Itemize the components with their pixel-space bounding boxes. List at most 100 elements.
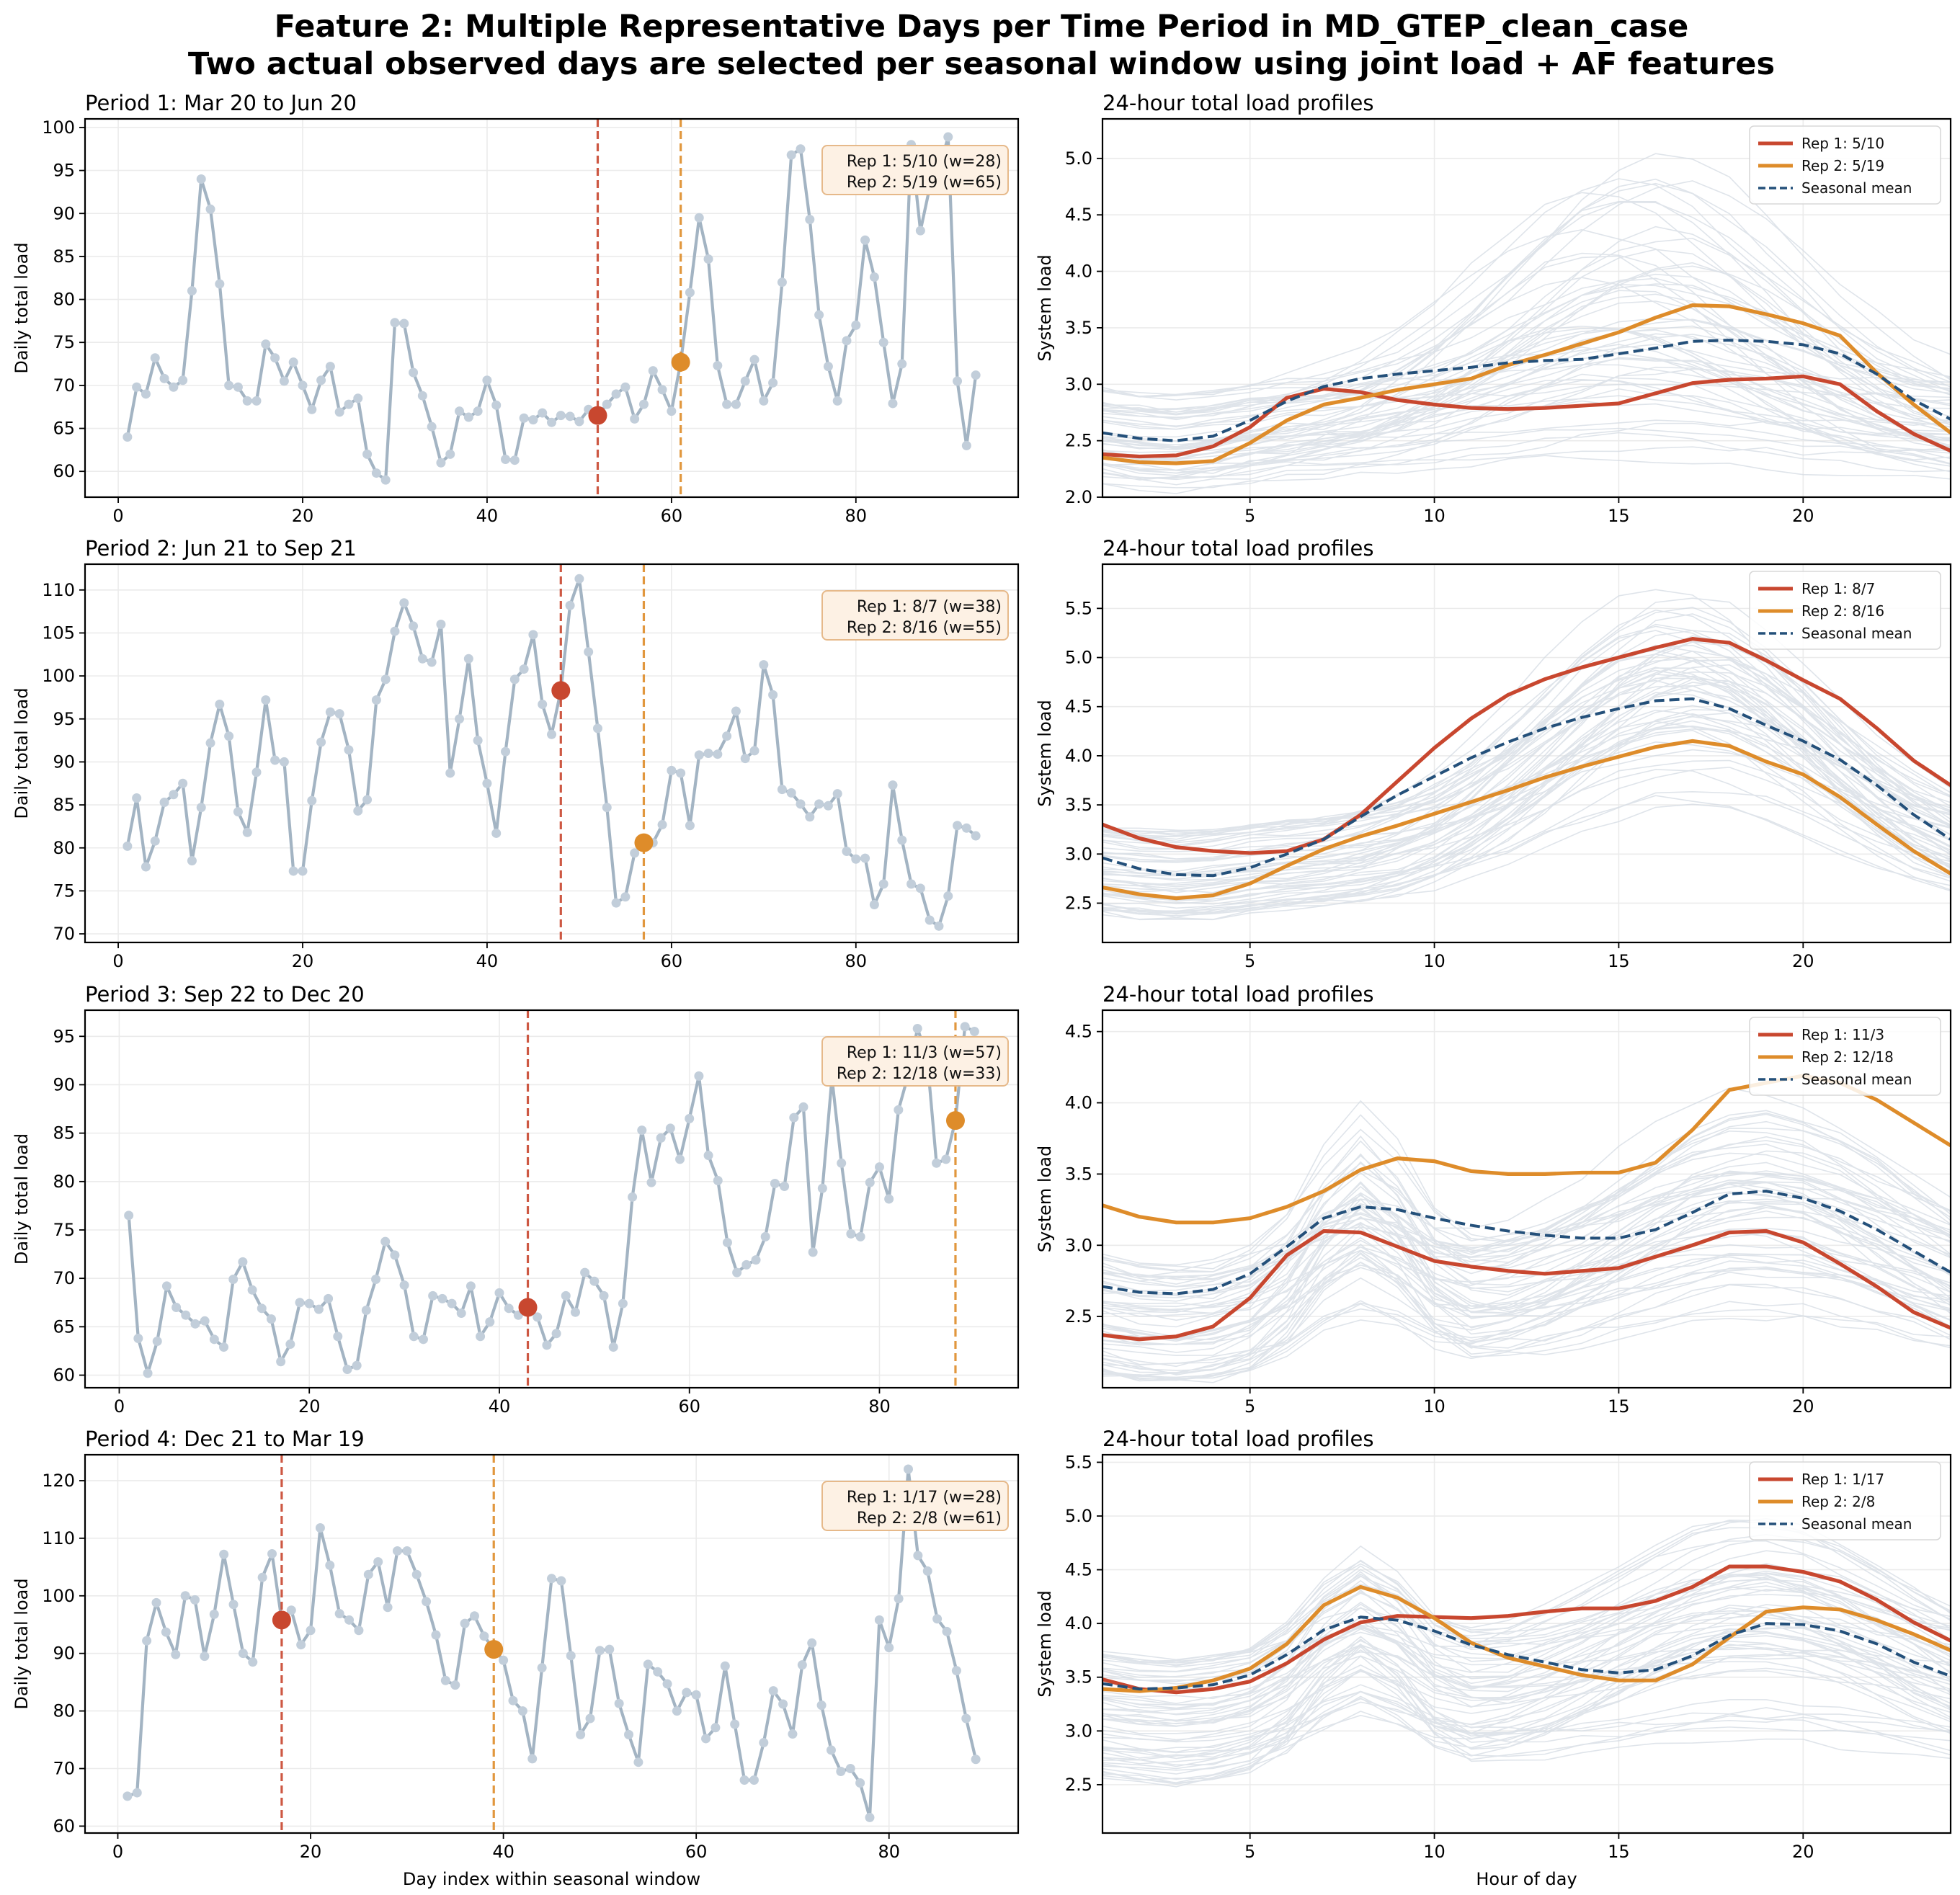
daily-load-point [823, 362, 833, 372]
y-tick-label: 3.0 [1065, 844, 1092, 864]
rep1-profile-line [1102, 1229, 1951, 1342]
background-profile-line [1102, 650, 1951, 848]
daily-load-point [242, 396, 252, 406]
daily-load-point [409, 1332, 419, 1342]
daily-load-point [528, 415, 538, 425]
daily-load-point [710, 1723, 721, 1733]
daily-load-point [248, 1657, 258, 1667]
daily-load-point [592, 723, 602, 734]
legend-label-mean: Seasonal mean [1801, 1515, 1912, 1533]
background-profiles [1102, 1517, 1951, 1788]
plot-area [122, 119, 981, 497]
daily-load-point [574, 416, 584, 427]
background-profile-line [1102, 741, 1951, 863]
daily-load-point [942, 1626, 952, 1636]
daily-load-point [501, 746, 511, 757]
y-tick-label: 4.0 [1065, 746, 1092, 766]
panel-title: Period 1: Mar 20 to Jun 20 [85, 91, 357, 115]
annotation-box [821, 590, 1009, 641]
daily-load-point [624, 1729, 634, 1739]
y-tick-label: 100 [42, 1586, 75, 1606]
daily-load-point [602, 399, 612, 409]
daily-load-point [732, 1267, 742, 1278]
daily-load-point [915, 226, 925, 236]
daily-load-point [826, 1745, 836, 1755]
x-axis-label: Day index within seasonal window [403, 1869, 700, 1889]
daily-load-point [912, 1024, 922, 1034]
daily-load-point [814, 310, 824, 320]
daily-load-point [200, 1651, 210, 1662]
background-profile-line [1102, 678, 1951, 913]
daily-load-point [788, 1729, 798, 1739]
rep1-profile-line [1102, 1564, 1951, 1695]
x-axis-label: Hour of day [1476, 1869, 1577, 1889]
y-tick-label: 5.0 [1065, 148, 1092, 169]
background-profile-line [1102, 1136, 1951, 1279]
y-tick-label: 5.0 [1065, 648, 1092, 668]
daily-load-point [628, 1192, 638, 1202]
legend-label-rep2: Rep 2: 2/8 [1801, 1493, 1875, 1510]
background-profile-line [1102, 759, 1951, 874]
daily-load-point [445, 449, 455, 459]
daily-load-point [151, 1597, 161, 1608]
y-tick-label: 90 [53, 1074, 75, 1094]
daily-load-point [925, 915, 935, 925]
y-tick-label: 120 [42, 1471, 75, 1491]
rep-2-marker [671, 352, 690, 372]
daily-load-point [786, 788, 796, 798]
daily-load-point [363, 1569, 373, 1579]
y-tick-label: 110 [42, 580, 75, 600]
background-profile-line [1102, 432, 1951, 486]
daily-load-point [133, 1333, 143, 1343]
background-profile-line [1102, 1267, 1951, 1339]
background-profile-line [1102, 455, 1951, 489]
daily-load-point [547, 1574, 556, 1584]
daily-load-point [304, 1298, 314, 1308]
daily-load-point [494, 1288, 504, 1298]
daily-load-point [187, 856, 197, 866]
daily-load-point [122, 841, 133, 851]
background-profile-line [1102, 790, 1951, 893]
daily-load-point [556, 1576, 566, 1586]
y-tick-label: 95 [53, 709, 75, 729]
legend-label-rep2: Rep 2: 8/16 [1801, 602, 1884, 620]
daily-load-point [932, 1158, 942, 1168]
mean-profile-line [1102, 339, 1951, 442]
daily-load-point [295, 1298, 305, 1308]
daily-load-point [932, 1614, 943, 1624]
y-tick-label: 2.5 [1065, 1306, 1092, 1326]
daily-load-point [570, 1307, 580, 1317]
figure-title-line1: Feature 2: Multiple Representative Days … [275, 9, 1689, 45]
background-profile-line [1102, 1161, 1951, 1317]
background-profile-line [1102, 767, 1951, 905]
background-profile-line [1102, 659, 1951, 905]
daily-load-point [537, 1663, 547, 1673]
y-tick-label: 2.5 [1065, 893, 1092, 913]
y-axis-label: System load [1035, 1590, 1055, 1697]
axes-frame [84, 117, 1020, 499]
background-profile-line [1102, 649, 1951, 901]
axes-frame [84, 1009, 1020, 1389]
daily-load-point [780, 1182, 790, 1192]
x-tick-label: 40 [492, 1842, 514, 1862]
x-tick-label: 10 [1423, 951, 1446, 971]
background-profile-line [1102, 1701, 1951, 1753]
daily-load-point [247, 1285, 257, 1295]
daily-load-point [860, 235, 870, 245]
daily-load-point [132, 1788, 142, 1798]
y-tick-label: 2.5 [1065, 431, 1092, 451]
daily-load-point [837, 1158, 847, 1168]
x-tick-label: 20 [298, 1396, 321, 1417]
y-tick-label: 100 [42, 117, 75, 138]
legend-label-mean: Seasonal mean [1801, 179, 1912, 197]
daily-load-point [390, 1250, 400, 1260]
x-tick-label: 60 [678, 1396, 700, 1417]
daily-load-point [672, 1706, 682, 1716]
daily-load-point [653, 1667, 663, 1677]
daily-load-point [267, 1548, 277, 1559]
panel-title: 24-hour total load profiles [1102, 1427, 1373, 1451]
daily-load-point [855, 1778, 865, 1788]
daily-load-point [298, 866, 308, 876]
background-profile-line [1102, 726, 1951, 902]
